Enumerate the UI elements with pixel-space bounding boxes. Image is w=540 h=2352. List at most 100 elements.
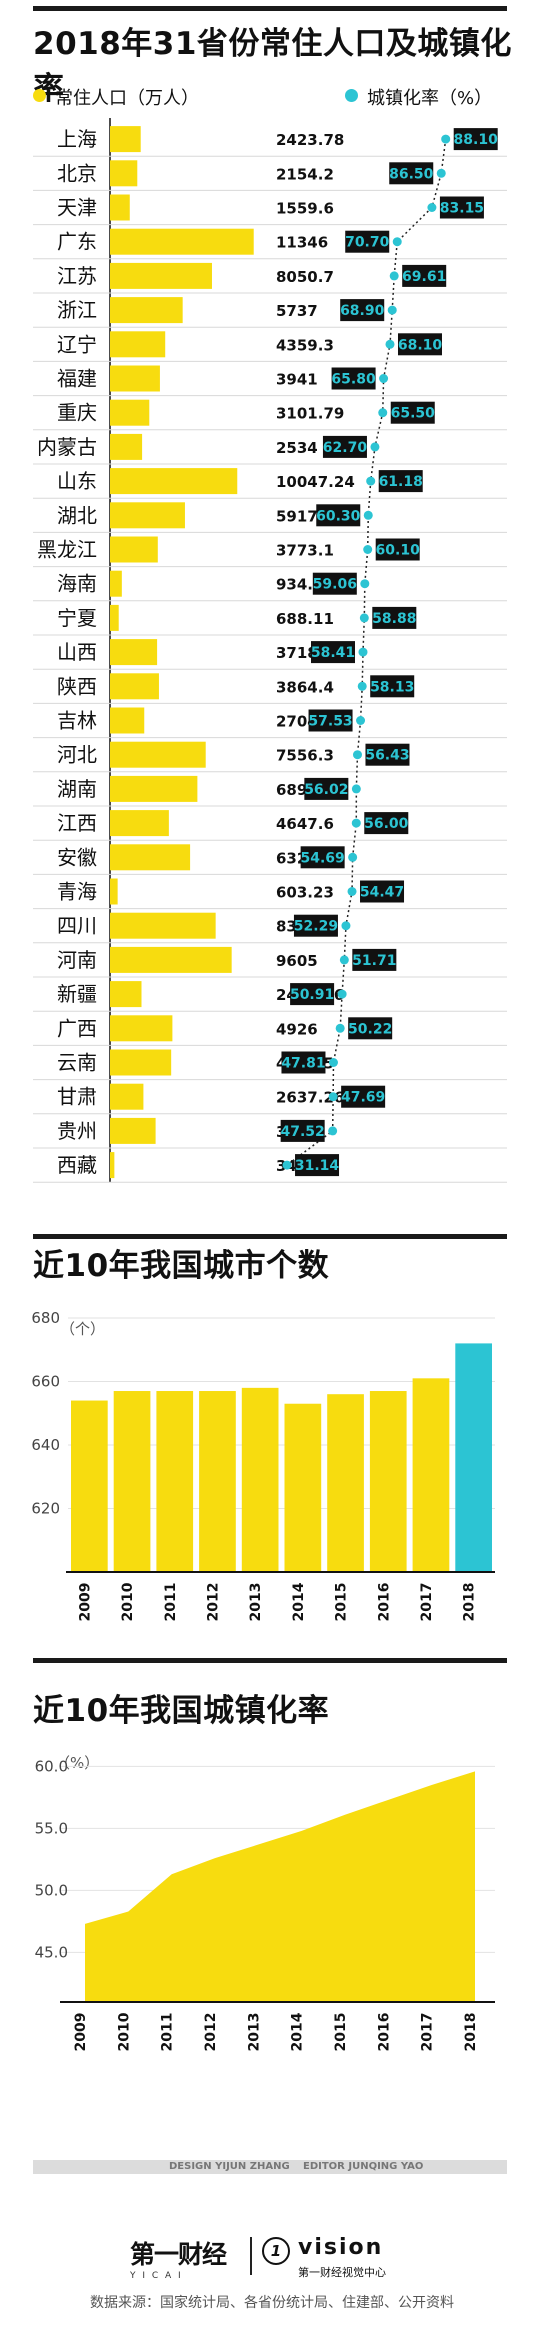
province-label: 陕西 <box>57 674 97 698</box>
urbanization-label-box <box>370 675 415 698</box>
urbanization-label-box <box>312 572 357 595</box>
city-count-bar <box>327 1394 364 1572</box>
x-tick-label: 2014 <box>290 2012 306 2051</box>
province-label: 江苏 <box>57 264 97 288</box>
urbanization-value: 52.29 <box>294 919 338 935</box>
population-bar <box>110 262 212 289</box>
vision-logo-text: vision <box>298 2235 384 2260</box>
logo-divider <box>250 2237 252 2275</box>
legend-urbanization-label: 城镇化率（%） <box>367 88 493 109</box>
urbanization-label-box <box>300 846 345 869</box>
urbanization-value: 47.52 <box>281 1124 325 1140</box>
urbanization-label-box <box>397 333 442 356</box>
province-label: 内蒙古 <box>37 435 97 459</box>
urbanization-point <box>379 374 389 383</box>
urbanization-point <box>339 955 349 965</box>
urbanization-point <box>363 510 373 520</box>
province-label: 四川 <box>57 914 97 938</box>
y-tick-label: 50.0 <box>35 1881 68 1899</box>
population-value: 603.23 <box>276 884 334 902</box>
urbanization-value: 58.13 <box>370 679 414 695</box>
x-tick-label: 2016 <box>376 2013 392 2052</box>
population-bar <box>110 126 141 153</box>
province-label: 湖南 <box>57 777 97 801</box>
urbanization-value: 51.71 <box>352 953 396 969</box>
population-value: 11346 <box>276 234 328 252</box>
urbanization-label-box <box>304 777 349 800</box>
urbanization-label-box <box>345 230 390 253</box>
urbanization-point <box>359 613 369 623</box>
vision-mark-icon: 1 <box>262 2237 290 2265</box>
urbanization-point <box>441 134 451 144</box>
urbanization-label-box <box>372 606 417 629</box>
data-source: 数据来源：国家统计局、各省份统计局、住建部、公开资料 <box>90 2295 454 2311</box>
population-value: 3941 <box>276 371 318 389</box>
urbanization-point <box>335 1023 345 1033</box>
x-tick-label: 2011 <box>160 2013 176 2052</box>
urbanization-value: 56.00 <box>364 816 409 832</box>
population-bar <box>110 741 206 768</box>
urbanization-point <box>360 579 370 589</box>
city-count-chart: 680 660 640 620 2009 2010 2011 2012 2013 2014 2015… <box>31 1309 495 1622</box>
x-tick-label: 2012 <box>203 2013 219 2052</box>
city-count-bar <box>284 1403 322 1572</box>
city-count-bar <box>369 1391 407 1572</box>
x-tick-label: 2012 <box>205 1583 221 1622</box>
urbanization-label-box <box>348 1017 393 1040</box>
urbanization-label-box <box>310 641 355 664</box>
province-label: 甘肃 <box>57 1085 97 1109</box>
city-count-bar <box>113 1391 151 1572</box>
vision-logo: 1 vision 第一财经视觉中心 <box>262 2233 422 2281</box>
city-count-bar <box>241 1387 279 1572</box>
population-value: 2637.26 <box>276 1089 344 1107</box>
urbanization-point <box>337 989 347 999</box>
population-value: 7556.3 <box>276 747 334 765</box>
population-bar <box>110 570 122 597</box>
urbanization-point <box>328 1058 338 1067</box>
x-tick-label: 2009 <box>73 2013 89 2052</box>
x-tick-label: 2017 <box>419 1583 435 1622</box>
population-value: 2423.78 <box>276 131 344 149</box>
province-label: 山东 <box>57 469 97 493</box>
urbanization-point <box>378 408 388 418</box>
urbanization-label-box <box>322 435 367 458</box>
province-label: 新疆 <box>57 982 97 1006</box>
x-tick-label: 2011 <box>163 1583 179 1622</box>
population-bar <box>110 1152 115 1179</box>
population-value: 10047.24 <box>276 473 355 491</box>
population-value: 5917 <box>276 507 318 525</box>
population-value: 8050.7 <box>276 268 334 286</box>
population-value: 5737 <box>276 302 318 320</box>
urbanization-point <box>341 921 351 931</box>
population-bar <box>110 810 169 837</box>
urbanization-point <box>370 442 380 452</box>
urbanization-label-box <box>402 264 447 287</box>
urbanization-label-box <box>439 196 484 219</box>
urbanization-label-box <box>295 1154 340 1177</box>
urbanization-point <box>356 716 366 725</box>
x-tick-label: 2018 <box>463 2013 479 2052</box>
x-tick-label: 2014 <box>291 1582 307 1621</box>
urbanization-value: 83.15 <box>440 201 484 217</box>
province-label: 浙江 <box>57 298 97 322</box>
top-rule <box>33 6 507 11</box>
urbanization-value: 56.43 <box>365 748 409 764</box>
population-bar <box>110 639 158 666</box>
population-value: 2154.2 <box>276 165 334 183</box>
urbanization-label-box <box>290 983 335 1006</box>
province-label: 河南 <box>57 948 97 972</box>
legend-dot-urbanization <box>345 89 358 102</box>
urbanization-value: 58.41 <box>311 645 355 661</box>
urbanization-point <box>282 1160 292 1170</box>
urbanization-point <box>351 818 361 828</box>
urbanization-label-box <box>364 812 409 835</box>
population-bar <box>110 878 118 905</box>
province-label: 河北 <box>57 743 97 767</box>
population-value: 4647.6 <box>276 815 334 833</box>
urbanization-point <box>357 681 367 691</box>
urbanization-point <box>347 887 357 896</box>
urbanization-value: 57.53 <box>308 714 352 730</box>
province-label: 云南 <box>57 1051 97 1075</box>
urbanization-value: 65.50 <box>391 406 436 422</box>
population-bar <box>110 1049 172 1076</box>
